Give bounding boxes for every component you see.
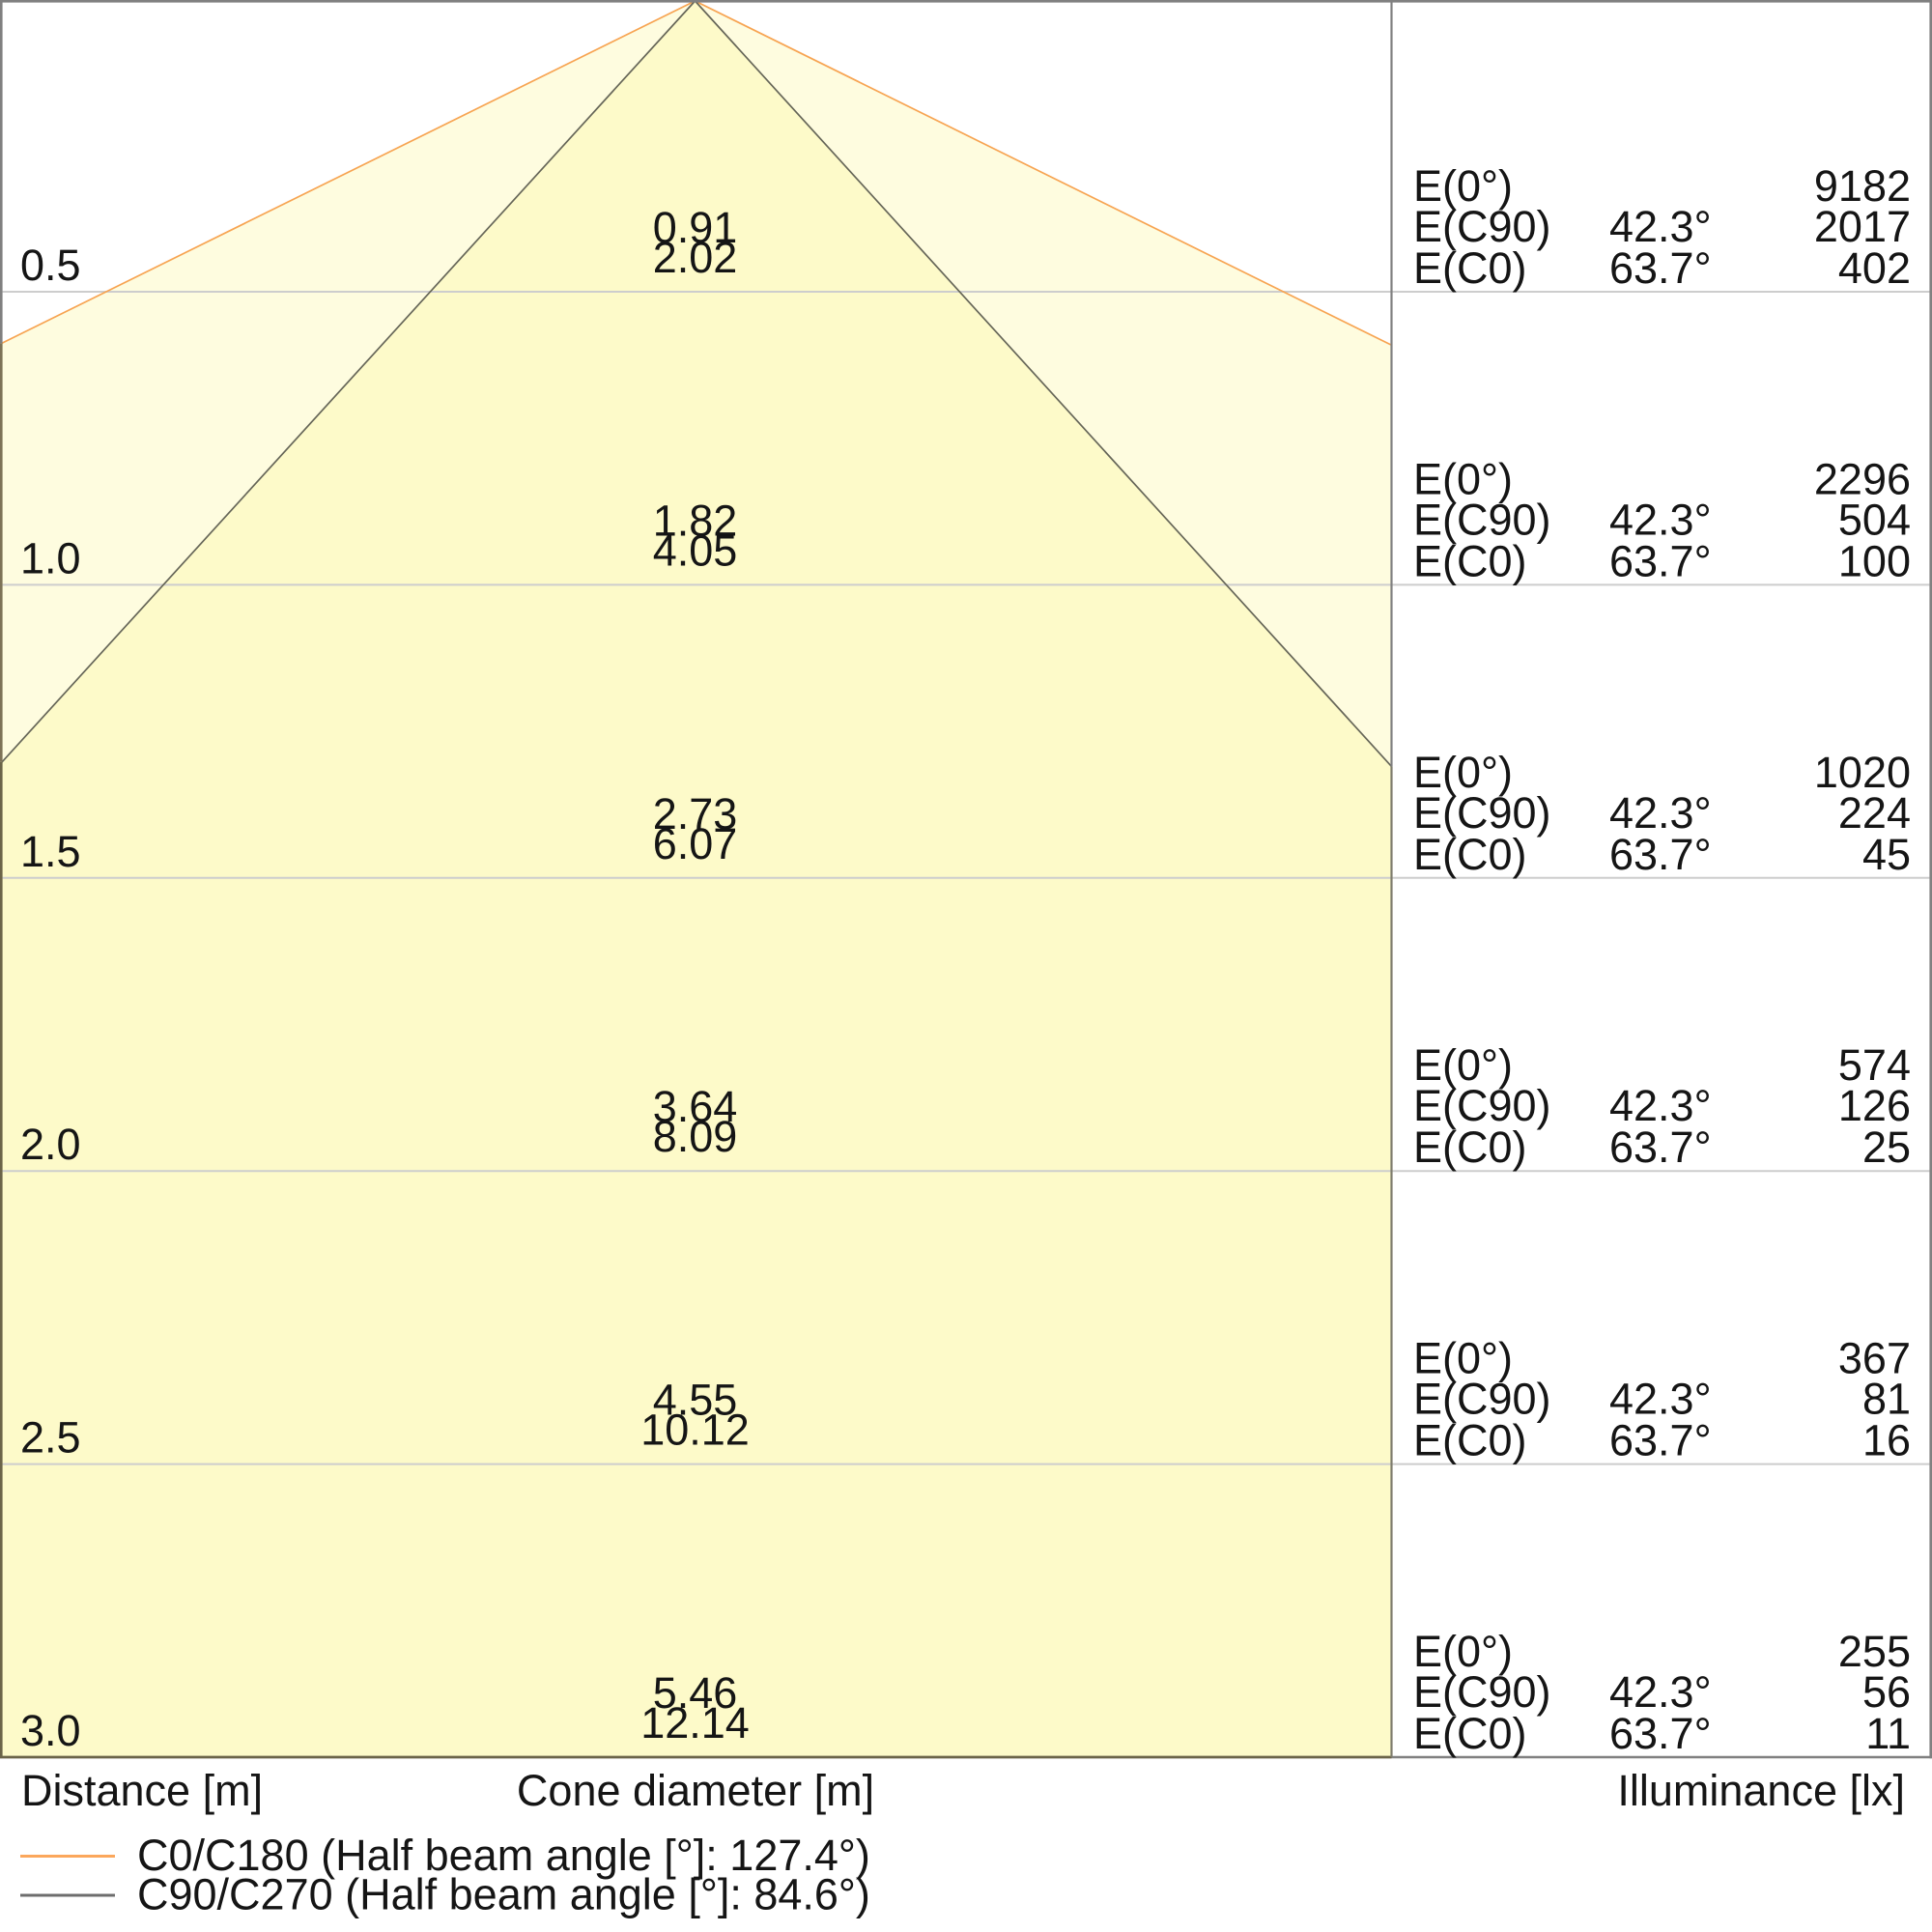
svg-text:81: 81 xyxy=(1862,1375,1911,1424)
svg-text:E(C90): E(C90) xyxy=(1413,788,1551,838)
svg-text:2.73: 2.73 xyxy=(653,789,738,838)
svg-text:1.82: 1.82 xyxy=(653,496,738,545)
svg-text:Illuminance [lx]: Illuminance [lx] xyxy=(1617,1766,1905,1815)
svg-text:10.12: 10.12 xyxy=(640,1406,750,1455)
svg-text:0.91: 0.91 xyxy=(653,203,738,252)
svg-text:5.46: 5.46 xyxy=(653,1668,738,1718)
svg-text:E(C90): E(C90) xyxy=(1413,202,1551,251)
svg-text:2017: 2017 xyxy=(1814,202,1911,251)
svg-text:E(C90): E(C90) xyxy=(1413,1667,1551,1717)
svg-text:402: 402 xyxy=(1838,243,1911,293)
svg-text:E(C0): E(C0) xyxy=(1413,830,1527,879)
svg-text:9182: 9182 xyxy=(1814,161,1911,211)
svg-text:1020: 1020 xyxy=(1814,748,1911,797)
svg-text:63.7°: 63.7° xyxy=(1609,243,1712,293)
svg-text:E(C0): E(C0) xyxy=(1413,1416,1527,1465)
svg-text:63.7°: 63.7° xyxy=(1609,536,1712,585)
svg-text:0.5: 0.5 xyxy=(20,241,81,290)
svg-text:42.3°: 42.3° xyxy=(1609,1667,1712,1717)
svg-text:E(0°): E(0°) xyxy=(1413,748,1513,797)
svg-text:E(0°): E(0°) xyxy=(1413,1627,1513,1676)
svg-text:E(0°): E(0°) xyxy=(1413,161,1513,211)
svg-text:42.3°: 42.3° xyxy=(1609,788,1712,838)
svg-text:C0/C180 (Half beam angle [°]:: C0/C180 (Half beam angle [°]: 127.4°) xyxy=(137,1831,870,1880)
svg-text:4.55: 4.55 xyxy=(653,1376,738,1425)
svg-text:504: 504 xyxy=(1838,495,1911,544)
svg-text:42.3°: 42.3° xyxy=(1609,1375,1712,1424)
svg-text:8.09: 8.09 xyxy=(653,1112,738,1161)
svg-text:E(0°): E(0°) xyxy=(1413,1040,1513,1090)
svg-text:367: 367 xyxy=(1838,1334,1911,1383)
svg-text:Distance [m]: Distance [m] xyxy=(21,1766,263,1815)
svg-text:11: 11 xyxy=(1865,1709,1911,1758)
svg-text:42.3°: 42.3° xyxy=(1609,202,1712,251)
svg-text:4.05: 4.05 xyxy=(653,526,738,575)
svg-text:6.07: 6.07 xyxy=(653,819,738,868)
svg-text:C90/C270 (Half beam angle [°]:: C90/C270 (Half beam angle [°]: 84.6°) xyxy=(137,1870,870,1919)
svg-text:E(C90): E(C90) xyxy=(1413,1081,1551,1130)
svg-text:3.64: 3.64 xyxy=(653,1082,738,1131)
svg-text:16: 16 xyxy=(1862,1416,1911,1465)
svg-text:63.7°: 63.7° xyxy=(1609,1709,1712,1758)
svg-text:255: 255 xyxy=(1838,1627,1911,1676)
svg-text:56: 56 xyxy=(1862,1667,1911,1717)
svg-text:12.14: 12.14 xyxy=(640,1698,750,1747)
svg-text:1.0: 1.0 xyxy=(20,533,81,582)
svg-text:574: 574 xyxy=(1838,1040,1911,1090)
svg-text:224: 224 xyxy=(1838,788,1911,838)
svg-text:2.0: 2.0 xyxy=(20,1120,81,1169)
svg-text:2.02: 2.02 xyxy=(653,233,738,282)
svg-text:Cone diameter [m]: Cone diameter [m] xyxy=(517,1766,874,1815)
svg-text:1.5: 1.5 xyxy=(20,827,81,876)
svg-text:42.3°: 42.3° xyxy=(1609,495,1712,544)
svg-text:E(C90): E(C90) xyxy=(1413,1375,1551,1424)
svg-text:42.3°: 42.3° xyxy=(1609,1081,1712,1130)
svg-text:E(0°): E(0°) xyxy=(1413,1334,1513,1383)
svg-text:63.7°: 63.7° xyxy=(1609,830,1712,879)
svg-text:45: 45 xyxy=(1862,830,1911,879)
svg-text:25: 25 xyxy=(1862,1122,1911,1172)
svg-text:E(C0): E(C0) xyxy=(1413,536,1527,585)
svg-text:63.7°: 63.7° xyxy=(1609,1122,1712,1172)
svg-text:2296: 2296 xyxy=(1814,454,1911,503)
svg-text:E(C0): E(C0) xyxy=(1413,243,1527,293)
svg-text:2.5: 2.5 xyxy=(20,1413,81,1463)
svg-text:63.7°: 63.7° xyxy=(1609,1416,1712,1465)
svg-text:E(C0): E(C0) xyxy=(1413,1709,1527,1758)
svg-text:E(C90): E(C90) xyxy=(1413,495,1551,544)
svg-text:100: 100 xyxy=(1838,536,1911,585)
svg-text:126: 126 xyxy=(1838,1081,1911,1130)
svg-text:E(C0): E(C0) xyxy=(1413,1122,1527,1172)
svg-text:E(0°): E(0°) xyxy=(1413,454,1513,503)
svg-text:3.0: 3.0 xyxy=(20,1706,81,1755)
